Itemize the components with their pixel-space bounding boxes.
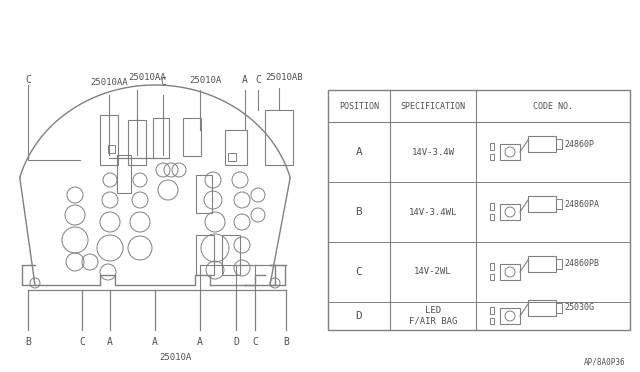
Bar [528,256,556,272]
Bar [228,153,236,161]
Text: SPECIFICATION: SPECIFICATION [401,102,465,110]
Text: 25010A: 25010A [189,76,221,84]
Bar [500,264,520,280]
Bar [490,263,494,270]
Bar [490,274,494,280]
Text: B: B [283,337,289,347]
Bar [528,196,556,212]
Bar [490,203,494,210]
Text: D: D [233,337,239,347]
Text: B: B [356,207,362,217]
Text: 25010A: 25010A [159,353,191,362]
Bar [490,154,494,160]
Bar [108,145,115,153]
Bar [153,118,169,158]
Text: C: C [79,337,85,347]
Text: B: B [25,337,31,347]
Text: 25010AA: 25010AA [90,77,128,87]
Bar [196,175,212,213]
Text: POSITION: POSITION [339,102,379,110]
Text: A: A [242,75,248,85]
Text: C: C [160,77,166,87]
Text: 14V-2WL: 14V-2WL [414,267,452,276]
Bar [490,143,494,150]
Text: C: C [356,267,362,277]
Bar [556,139,562,149]
Text: 24860P: 24860P [564,140,594,148]
Bar [100,115,118,165]
Bar [128,120,146,165]
Text: LED
F/AIR BAG: LED F/AIR BAG [409,306,457,326]
Bar [225,130,247,165]
Text: 14V-3.4WL: 14V-3.4WL [409,208,457,217]
Text: A: A [356,147,362,157]
Text: A: A [152,337,158,347]
Bar [556,199,562,209]
Bar [500,204,520,220]
Text: AP/8A0P36: AP/8A0P36 [584,357,625,366]
Bar [528,300,556,316]
Bar [500,308,520,324]
Bar [490,214,494,220]
Bar [528,136,556,152]
Bar [556,303,562,313]
Text: C: C [252,337,258,347]
Text: 25030G: 25030G [564,304,594,312]
Bar [265,110,293,165]
Text: 25010AA: 25010AA [128,73,166,81]
Bar [222,235,240,275]
Bar [328,90,630,330]
Text: C: C [255,75,261,85]
Text: A: A [107,337,113,347]
Text: C: C [25,75,31,85]
Bar [196,235,214,275]
Text: 25010AB: 25010AB [265,73,303,81]
Bar [117,155,131,193]
Text: 24860PB: 24860PB [564,260,599,269]
Text: CODE NO.: CODE NO. [533,102,573,110]
Bar [556,259,562,269]
Bar [490,318,494,324]
Bar [490,307,494,314]
Text: A: A [197,337,203,347]
Text: D: D [356,311,362,321]
Bar [183,118,201,156]
Text: 14V-3.4W: 14V-3.4W [412,148,454,157]
Bar [500,144,520,160]
Text: 24860PA: 24860PA [564,199,599,208]
